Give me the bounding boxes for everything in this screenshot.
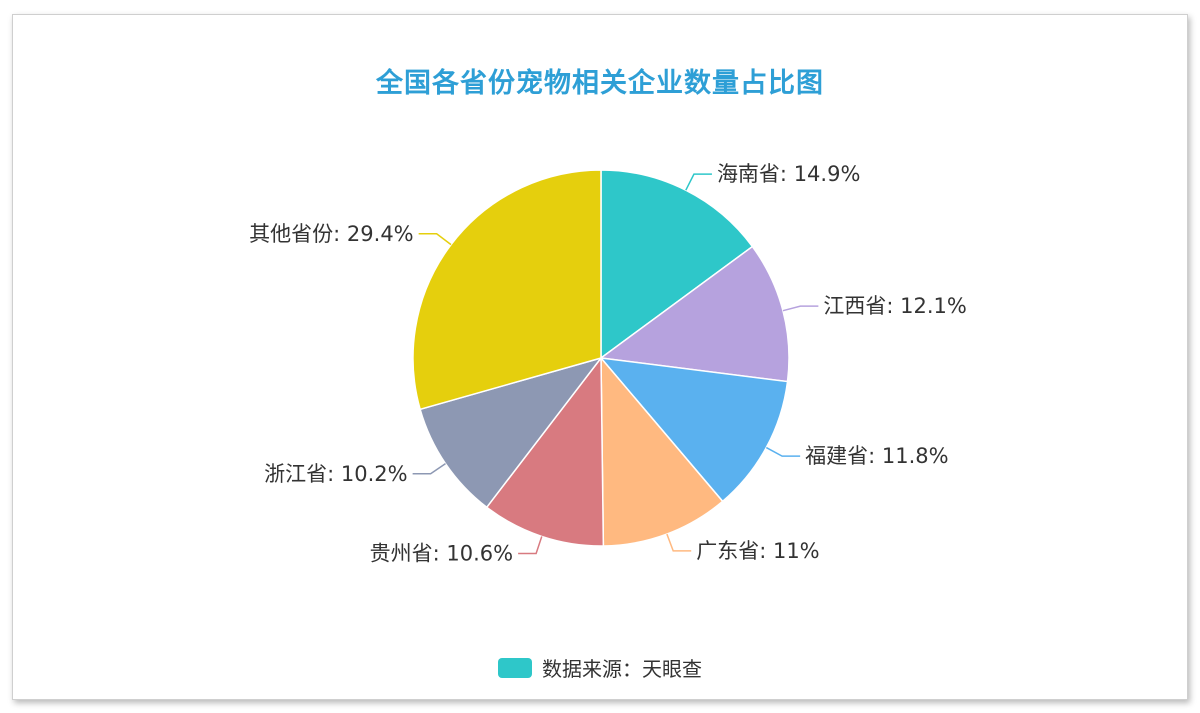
- pie-slice[interactable]: [485, 355, 605, 547]
- legend-label: 数据来源：天眼查: [542, 657, 702, 681]
- label-line: [518, 536, 543, 555]
- slice-label: 海南省: 14.9%: [717, 162, 860, 186]
- slice-label: 浙江省: 10.2%: [264, 462, 407, 486]
- pie-slice[interactable]: [599, 357, 789, 503]
- pie-chart: 海南省: 14.9% 江西省: 12.1% 福建省: 11.8% 广东省: 11% 贵州…: [249, 162, 967, 566]
- pie-slice[interactable]: [419, 356, 603, 509]
- legend-swatch: [498, 657, 532, 678]
- pie-slice[interactable]: [412, 169, 602, 411]
- chart-card: 全国各省份宠物相关企业数量占比图 海南省: 14.9% 江西省: 12.1% 福建省…: [12, 14, 1188, 700]
- slice-label: 福建省: 11.8%: [805, 444, 948, 468]
- label-line: [418, 233, 452, 246]
- label-line: [412, 463, 446, 475]
- label-line: [666, 533, 692, 552]
- legend[interactable]: 数据来源：天眼查: [13, 653, 1187, 682]
- slice-label: 江西省: 12.1%: [823, 294, 966, 318]
- chart-title: 全国各省份宠物相关企业数量占比图: [376, 68, 824, 99]
- label-line: [685, 173, 712, 191]
- slice-label: 广东省: 11%: [696, 539, 819, 563]
- pie-slice[interactable]: [599, 245, 790, 383]
- slice-label: 贵州省: 10.6%: [370, 542, 513, 566]
- slice-label: 其他省份: 29.4%: [249, 222, 413, 246]
- label-line: [782, 305, 819, 312]
- label-line: [765, 446, 801, 457]
